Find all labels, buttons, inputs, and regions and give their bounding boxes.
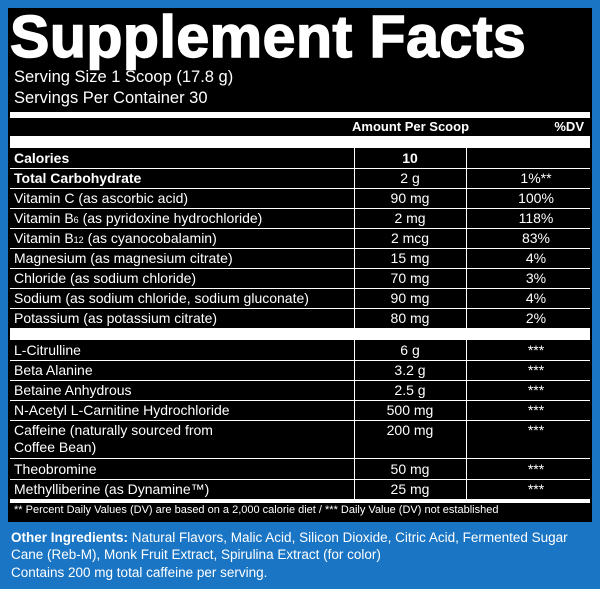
nutrient-name-main: Vitamin B xyxy=(14,230,74,246)
nutrient-dv: 2% xyxy=(525,310,547,326)
nutrient-amount: 15 mg xyxy=(390,250,430,266)
ingredient-name: Theobromine xyxy=(14,461,97,477)
column-header: Amount Per Scoop %DV xyxy=(8,118,592,136)
nutrient-row: Magnesium (as magnesium citrate) 15 mg 4… xyxy=(10,248,590,269)
ingredient-amount: 25 mg xyxy=(390,481,430,497)
ingredient-amount: 2.5 g xyxy=(394,382,426,398)
ingredient-row: Betaine Anhydrous 2.5 g *** xyxy=(10,380,590,401)
ingredient-dv: *** xyxy=(527,422,545,438)
servings-per-container: Servings Per Container 30 xyxy=(14,89,208,107)
ingredient-amount: 50 mg xyxy=(390,461,430,477)
column-divider xyxy=(466,148,467,328)
nutrient-amount: 90 mg xyxy=(390,190,430,206)
nutrient-amount: 10 xyxy=(402,150,418,166)
thick-divider-top xyxy=(10,112,590,118)
ingredient-row: N-Acetyl L-Carnitine Hydrochloride 500 m… xyxy=(10,400,590,421)
nutrient-name-subscript: 6 xyxy=(73,215,79,225)
nutrient-name: Potassium (as potassium citrate) xyxy=(14,310,218,326)
header-amount: Amount Per Scoop xyxy=(352,119,470,134)
ingredient-row: Methylliberine (as Dynamine™) 25 mg *** xyxy=(10,479,590,499)
ingredient-name: Methylliberine (as Dynamine™) xyxy=(14,481,210,497)
nutrient-name: Sodium (as sodium chloride, sodium gluco… xyxy=(14,290,309,306)
ingredient-name: Caffeine (naturally sourced from Coffee B… xyxy=(14,422,213,456)
nutrient-dv: 1%** xyxy=(520,170,552,186)
ingredient-amount: 500 mg xyxy=(386,402,434,418)
nutrient-dv: 4% xyxy=(525,250,547,266)
nutrient-name-subscript: 12 xyxy=(73,235,84,245)
nutrient-dv: 3% xyxy=(525,270,547,286)
ingredient-amount: 3.2 g xyxy=(394,362,426,378)
caffeine-note: Contains 200 mg total caffeine per servi… xyxy=(11,565,268,580)
nutrient-row: Sodium (as sodium chloride, sodium gluco… xyxy=(10,288,590,309)
nutrient-dv: 100% xyxy=(518,190,554,206)
thick-divider-middle xyxy=(10,328,590,340)
ingredient-row: Beta Alanine 3.2 g *** xyxy=(10,360,590,381)
ingredient-name-line1: Caffeine (naturally sourced from xyxy=(14,422,213,438)
ingredient-name-line2: Coffee Bean) xyxy=(14,439,97,455)
other-ingredients-text: Natural Flavors, Malic Acid, Silicon Dio… xyxy=(11,530,568,562)
ingredient-dv: *** xyxy=(527,481,545,497)
nutrient-amount: 90 mg xyxy=(390,290,430,306)
other-ingredients-label: Other Ingredients: xyxy=(11,530,129,545)
ingredient-row: Caffeine (naturally sourced from Coffee B… xyxy=(10,420,590,459)
column-divider xyxy=(354,148,355,328)
ingredient-amount: 200 mg xyxy=(386,422,434,438)
nutrient-amount: 2 mcg xyxy=(390,230,430,246)
nutrient-name: Chloride (as sodium chloride) xyxy=(14,270,197,286)
nutrient-dv: 118% xyxy=(518,210,554,226)
nutrient-name: Vitamin B12 (as cyanocobalamin) xyxy=(14,230,217,249)
nutrient-amount: 2 g xyxy=(400,170,420,186)
column-divider xyxy=(354,340,355,499)
nutrient-amount: 2 mg xyxy=(394,210,426,226)
nutrient-row: Potassium (as potassium citrate) 80 mg 2… xyxy=(10,308,590,328)
nutrient-row: Chloride (as sodium chloride) 70 mg 3% xyxy=(10,268,590,289)
nutrient-name: Total Carbohydrate xyxy=(14,170,142,186)
dv-footnote: ** Percent Daily Values (DV) are based o… xyxy=(14,504,499,516)
ingredient-dv: *** xyxy=(527,461,545,477)
ingredient-name: Beta Alanine xyxy=(14,362,93,378)
ingredient-row: Theobromine 50 mg *** xyxy=(10,459,590,480)
ingredient-name: N-Acetyl L-Carnitine Hydrochloride xyxy=(14,402,230,418)
serving-size: Serving Size 1 Scoop (17.8 g) xyxy=(14,68,234,86)
nutrient-name-detail: (as cyanocobalamin) xyxy=(83,230,217,246)
label-title: Supplement Facts xyxy=(9,3,527,71)
thick-divider-bottom xyxy=(10,499,590,503)
ingredient-dv: *** xyxy=(527,382,545,398)
nutrient-name: Vitamin C (as ascorbic acid) xyxy=(14,190,189,206)
nutrient-dv: 4% xyxy=(525,290,547,306)
nutrient-name: Vitamin B6 (as pyridoxine hydrochloride) xyxy=(14,210,262,229)
ingredient-dv: *** xyxy=(527,342,545,358)
nutrient-name: Magnesium (as magnesium citrate) xyxy=(14,250,233,266)
nutrient-row: Total Carbohydrate 2 g 1%** xyxy=(10,168,590,189)
nutrient-row: Vitamin B12 (as cyanocobalamin) 2 mcg 83… xyxy=(10,228,590,249)
thick-divider-header xyxy=(10,136,590,148)
nutrient-name-detail: (as pyridoxine hydrochloride) xyxy=(78,210,263,226)
header-dv: %DV xyxy=(554,119,584,134)
ingredient-name: Betaine Anhydrous xyxy=(14,382,132,398)
nutrient-amount: 70 mg xyxy=(390,270,430,286)
nutrient-name: Calories xyxy=(14,150,70,166)
nutrient-row: Vitamin B6 (as pyridoxine hydrochloride)… xyxy=(10,208,590,229)
ingredient-dv: *** xyxy=(527,362,545,378)
column-divider xyxy=(466,340,467,499)
nutrient-amount: 80 mg xyxy=(390,310,430,326)
nutrient-row: Vitamin C (as ascorbic acid) 90 mg 100% xyxy=(10,188,590,209)
ingredient-amount: 6 g xyxy=(400,342,420,358)
nutrient-dv: 83% xyxy=(521,230,551,246)
nutrient-name-main: Vitamin B xyxy=(14,210,74,226)
other-ingredients: Other Ingredients: Natural Flavors, Mali… xyxy=(11,529,591,563)
supplement-facts-panel: Supplement Facts Serving Size 1 Scoop (1… xyxy=(8,3,592,522)
nutrient-row: Calories 10 xyxy=(10,148,590,169)
ingredient-dv: *** xyxy=(527,402,545,418)
ingredient-name: L-Citrulline xyxy=(14,342,81,358)
ingredient-row: L-Citrulline 6 g *** xyxy=(10,340,590,361)
